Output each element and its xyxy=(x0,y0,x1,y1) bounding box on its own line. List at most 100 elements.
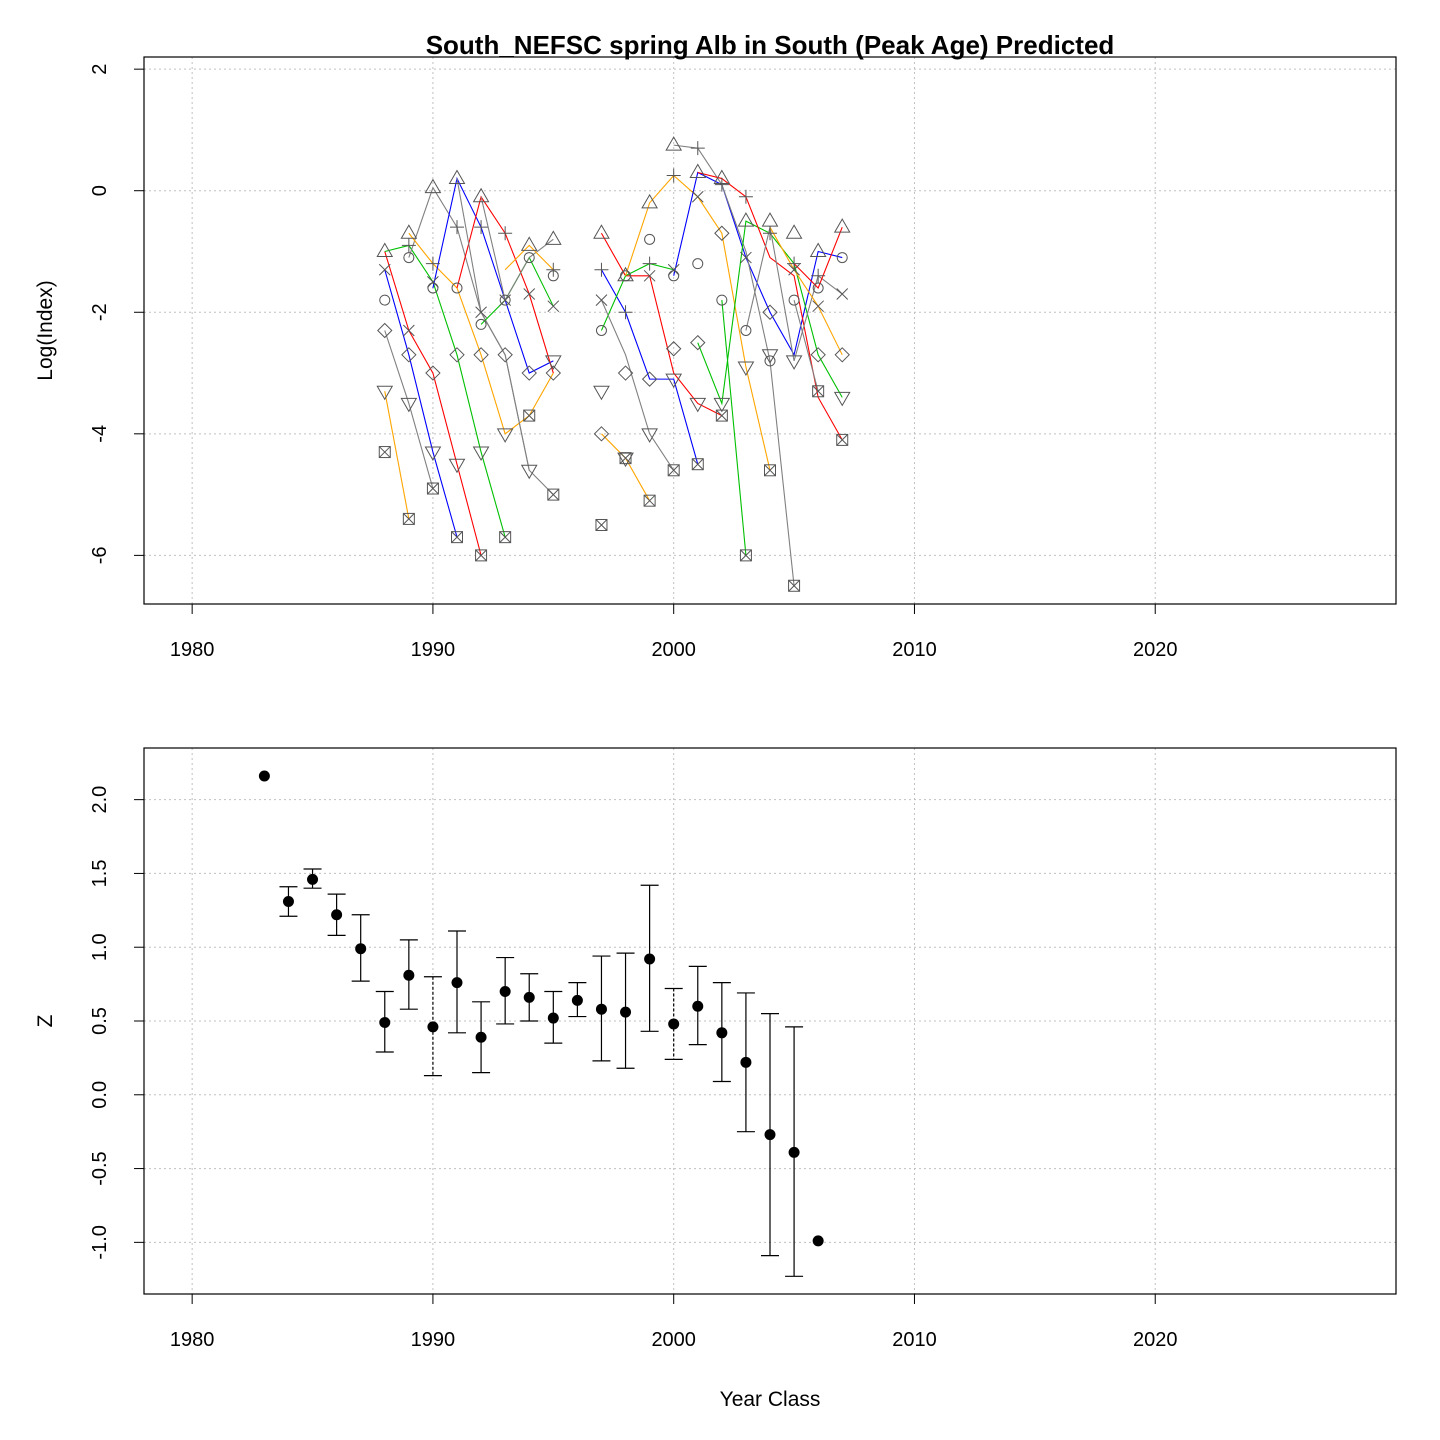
cohort-line xyxy=(721,300,747,556)
marker-triangle xyxy=(785,224,803,239)
marker-boxx xyxy=(812,385,825,398)
marker-boxx-cross xyxy=(667,464,680,477)
marker-triangle-down xyxy=(544,355,562,370)
marker-diamond xyxy=(545,365,562,381)
marker-o xyxy=(595,325,607,336)
z-estimate-point xyxy=(692,1000,704,1012)
marker-boxx-cross xyxy=(619,452,632,464)
z-estimate-point xyxy=(331,909,343,921)
marker-boxx-cross xyxy=(595,519,608,531)
z-estimate-point xyxy=(788,1146,800,1158)
cohort-line xyxy=(600,269,699,465)
marker-plus xyxy=(474,220,489,235)
cohort-line xyxy=(456,178,530,471)
z-estimate-point xyxy=(523,991,535,1003)
marker-boxx xyxy=(499,531,512,544)
marker-triangle-down xyxy=(713,397,731,413)
marker-o xyxy=(620,270,632,282)
marker-o xyxy=(427,282,439,294)
marker-x xyxy=(427,276,439,288)
z-estimate-point xyxy=(307,873,319,885)
marker-triangle-down xyxy=(641,428,658,443)
y-tick-label: 2 xyxy=(89,64,111,75)
marker-plus xyxy=(618,305,633,320)
marker-diamond xyxy=(834,347,850,363)
marker-triangle xyxy=(424,178,442,194)
marker-o xyxy=(379,294,391,306)
marker-boxx-cross xyxy=(715,409,728,422)
marker-plus xyxy=(738,189,753,204)
marker-plus xyxy=(546,262,561,277)
marker-x xyxy=(595,294,608,306)
plot-frame xyxy=(143,56,1397,605)
marker-boxx xyxy=(378,446,391,459)
z-estimate-point xyxy=(740,1056,752,1068)
cohort-line xyxy=(384,269,458,538)
marker-triangle-down xyxy=(424,446,442,462)
z-estimate-point xyxy=(595,1003,607,1015)
marker-diamond xyxy=(617,365,634,381)
marker-plus xyxy=(498,226,513,241)
marker-diamond xyxy=(714,225,730,241)
marker-diamond xyxy=(762,304,778,320)
marker-diamond xyxy=(497,347,513,363)
marker-o xyxy=(764,355,776,367)
marker-triangle-down xyxy=(761,349,779,364)
z-estimate-point xyxy=(499,985,511,997)
marker-boxx xyxy=(764,464,776,477)
marker-triangle xyxy=(689,163,707,178)
cohort-line xyxy=(432,176,554,374)
marker-boxx-cross xyxy=(764,464,776,477)
marker-boxx xyxy=(691,458,704,471)
cohort-line xyxy=(601,433,651,501)
z-estimate-point xyxy=(571,994,583,1006)
marker-o xyxy=(475,318,487,330)
z-estimate-point xyxy=(644,953,656,965)
cohort-line xyxy=(408,330,482,556)
marker-o xyxy=(644,233,656,245)
marker-boxx xyxy=(643,494,656,507)
cohort-line xyxy=(745,227,843,362)
z-estimate-point xyxy=(812,1235,824,1247)
marker-boxx xyxy=(739,549,752,562)
marker-x xyxy=(812,300,825,313)
cohort-line xyxy=(769,226,843,356)
marker-boxx-cross xyxy=(499,531,512,543)
marker-x xyxy=(643,269,656,282)
marker-plus xyxy=(594,262,609,277)
y-tick-label: -4 xyxy=(89,425,111,443)
marker-boxx-cross xyxy=(836,434,849,446)
marker-o xyxy=(692,258,704,270)
cohort-line xyxy=(384,330,434,489)
marker-diamond xyxy=(810,347,826,363)
marker-x xyxy=(523,288,536,300)
y-tick-label: -6 xyxy=(89,546,111,564)
y-axis-label: Log(Index) xyxy=(34,280,57,380)
marker-triangle xyxy=(641,193,658,209)
z-estimate-point xyxy=(620,1006,632,1018)
marker-boxx-cross xyxy=(691,458,704,471)
marker-boxx-cross xyxy=(740,549,752,562)
x-tick-label: 2000 xyxy=(651,639,696,661)
z-estimate-point xyxy=(475,1031,487,1043)
marker-boxx xyxy=(667,464,680,477)
marker-x xyxy=(788,263,800,276)
x-tick-label: 2020 xyxy=(1133,639,1178,661)
z-estimate-point xyxy=(379,1016,391,1028)
marker-boxx xyxy=(451,531,463,544)
marker-x xyxy=(402,324,415,337)
marker-triangle xyxy=(809,242,827,257)
marker-triangle xyxy=(737,212,755,227)
cohort-line xyxy=(504,244,554,271)
z-estimate-point xyxy=(451,977,463,989)
z-estimate-point xyxy=(668,1018,680,1030)
y-tick-label: 0 xyxy=(89,185,111,196)
marker-triangle-down xyxy=(496,428,514,443)
y-tick-label: -1.0 xyxy=(89,1225,111,1259)
marker-x xyxy=(691,190,704,203)
marker-plus xyxy=(787,256,802,271)
marker-boxx xyxy=(715,409,728,422)
z-estimate-point xyxy=(282,895,294,907)
marker-o xyxy=(451,282,463,294)
